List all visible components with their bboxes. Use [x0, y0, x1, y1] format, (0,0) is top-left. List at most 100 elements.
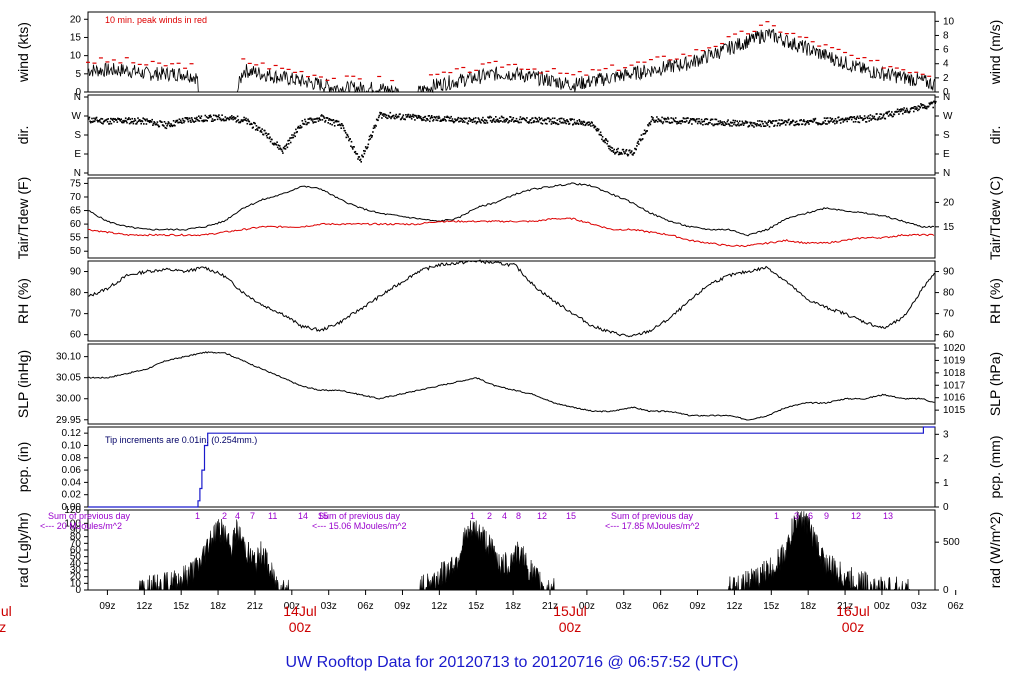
dir-point	[526, 117, 528, 119]
dir-point	[125, 120, 128, 122]
dir-point	[304, 120, 307, 123]
dir-point	[320, 115, 322, 117]
dir-point	[223, 119, 226, 122]
dir-point	[230, 118, 232, 120]
dir-point	[187, 120, 190, 123]
dir-point	[287, 143, 290, 145]
dir-point	[867, 117, 869, 120]
dir-ytick-label: W	[72, 111, 82, 122]
dir-point	[756, 123, 758, 125]
wind-ytick-right-label: 6	[943, 45, 949, 56]
dir-point	[548, 117, 550, 120]
dir-point	[366, 147, 368, 150]
dir-point	[772, 120, 775, 122]
dir-point	[460, 120, 462, 122]
dir-point	[763, 125, 766, 127]
dir-point	[106, 121, 109, 123]
dir-point	[462, 120, 465, 122]
dir-point	[732, 119, 735, 122]
dir-point	[469, 118, 471, 120]
dir-point	[902, 109, 905, 111]
dir-point	[663, 117, 665, 120]
dir-point	[120, 118, 122, 120]
x-hour-tick-label: 00z	[579, 601, 595, 612]
slp-ytick-label: 29.95	[56, 415, 81, 426]
dir-point	[314, 118, 317, 120]
dir-point	[474, 120, 476, 123]
dir-point	[675, 121, 678, 123]
dir-ylabel: dir.	[15, 126, 31, 145]
dir-point	[881, 116, 884, 119]
dir-point	[928, 102, 931, 105]
dir-point	[611, 147, 614, 149]
dir-point	[852, 121, 855, 123]
dir-point	[401, 117, 403, 119]
dir-point	[680, 122, 682, 125]
dir-point	[91, 117, 93, 120]
rad-ytick-label: 40	[70, 558, 82, 569]
dir-point	[674, 117, 677, 119]
dir-point	[603, 140, 605, 143]
dir-point	[672, 117, 674, 120]
dir-point	[150, 121, 153, 123]
dir-point	[262, 133, 265, 136]
dir-point	[375, 125, 377, 127]
dir-point	[603, 139, 606, 142]
dir-point	[662, 121, 665, 123]
dir-point	[751, 124, 754, 127]
dir-point	[577, 122, 579, 125]
dir-point	[518, 121, 520, 124]
dir-point	[842, 121, 845, 123]
dir-point	[790, 122, 793, 124]
dir-point	[410, 118, 413, 120]
dir-point	[595, 128, 597, 131]
dir-point	[438, 117, 441, 119]
dir-point	[392, 114, 395, 117]
x-hour-tick-label: 06z	[358, 601, 374, 612]
dir-point	[156, 121, 159, 123]
dir-point	[544, 122, 547, 125]
dir-point	[211, 118, 214, 120]
dir-point	[854, 117, 856, 120]
dir-point	[189, 119, 192, 122]
dir-point	[196, 118, 199, 121]
dir-point	[724, 122, 727, 124]
dir-point	[779, 123, 782, 125]
dir-point	[625, 150, 627, 152]
dir-point	[295, 128, 297, 131]
dir-point	[286, 143, 288, 145]
temp-ytick-label: 50	[70, 246, 82, 257]
dir-point	[372, 131, 374, 133]
dir-point	[652, 117, 654, 119]
dir-point	[333, 125, 336, 127]
rad-ytick-label: 90	[70, 525, 82, 536]
dir-point	[515, 120, 517, 122]
dir-point	[452, 120, 454, 123]
dir-point	[141, 120, 144, 123]
chart-title: UW Rooftop Data for 20120713 to 20120716…	[286, 654, 739, 671]
x-day-label-hour: 00z	[559, 619, 582, 635]
dir-point	[544, 118, 546, 121]
wind-ytick-right-label: 8	[943, 30, 949, 41]
dir-point	[130, 120, 133, 123]
dir-point	[443, 118, 445, 120]
dir-point	[199, 117, 202, 119]
dir-point	[420, 118, 423, 120]
dir-point	[252, 126, 254, 129]
temp-ytick-label: 65	[70, 206, 82, 217]
dir-point	[127, 118, 130, 120]
dir-point	[297, 125, 300, 128]
dir-point	[319, 119, 322, 121]
dir-point	[222, 118, 225, 120]
dir-point	[356, 153, 359, 155]
dir-point	[423, 119, 425, 121]
dir-point	[301, 120, 304, 122]
dir-point	[419, 117, 421, 119]
dir-point	[753, 126, 755, 128]
dir-point	[292, 136, 295, 139]
dir-point	[342, 127, 345, 129]
dir-point	[359, 158, 362, 161]
dir-point	[337, 120, 340, 123]
dir-point	[144, 119, 147, 122]
dir-point	[794, 121, 797, 123]
